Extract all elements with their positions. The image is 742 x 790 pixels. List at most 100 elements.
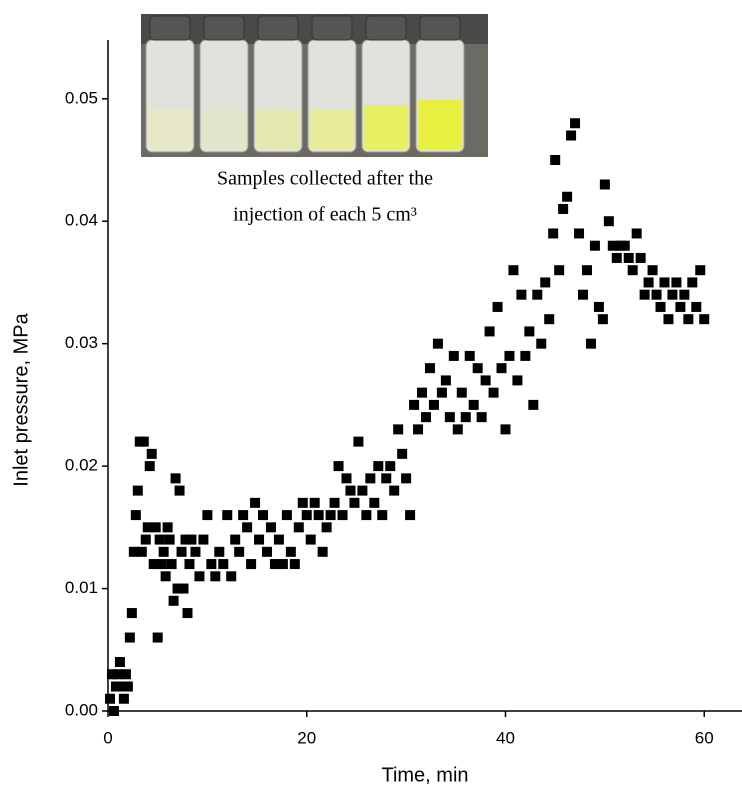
annotation: injection of each 5 cm³ bbox=[233, 204, 417, 226]
point bbox=[269, 559, 280, 570]
point bbox=[281, 510, 292, 521]
point bbox=[536, 338, 547, 349]
point bbox=[663, 314, 674, 325]
point bbox=[611, 252, 622, 263]
point bbox=[687, 277, 698, 288]
point bbox=[639, 289, 650, 300]
point bbox=[186, 534, 197, 545]
point bbox=[148, 559, 159, 570]
point bbox=[206, 559, 217, 570]
point bbox=[172, 583, 183, 594]
point bbox=[574, 228, 585, 239]
point bbox=[548, 228, 559, 239]
point bbox=[218, 559, 229, 570]
x-tick-label: 20 bbox=[297, 728, 316, 747]
point bbox=[158, 546, 169, 557]
point bbox=[699, 314, 710, 325]
point bbox=[440, 375, 451, 386]
point bbox=[436, 387, 447, 398]
point bbox=[544, 314, 555, 325]
point bbox=[156, 559, 167, 570]
point bbox=[118, 693, 129, 704]
point bbox=[484, 326, 495, 337]
y-tick-label: 0.05 bbox=[65, 88, 98, 107]
point bbox=[365, 473, 376, 484]
point bbox=[480, 375, 491, 386]
point bbox=[432, 338, 443, 349]
point bbox=[309, 497, 320, 508]
point bbox=[246, 559, 257, 570]
point bbox=[409, 399, 420, 410]
point bbox=[456, 387, 467, 398]
point bbox=[417, 387, 428, 398]
point bbox=[599, 179, 610, 190]
y-tick-label: 0.00 bbox=[65, 700, 98, 719]
point bbox=[623, 252, 634, 263]
point bbox=[585, 338, 596, 349]
point bbox=[488, 387, 499, 398]
point bbox=[285, 546, 296, 557]
point bbox=[361, 510, 372, 521]
point bbox=[301, 510, 312, 521]
point bbox=[198, 534, 209, 545]
point bbox=[647, 265, 658, 276]
point bbox=[126, 608, 137, 619]
point bbox=[651, 289, 662, 300]
point bbox=[377, 510, 388, 521]
point bbox=[413, 424, 424, 435]
y-tick-label: 0.01 bbox=[65, 578, 98, 597]
point bbox=[581, 265, 592, 276]
point bbox=[667, 289, 678, 300]
point bbox=[464, 350, 475, 361]
point bbox=[341, 473, 352, 484]
point bbox=[345, 485, 356, 496]
point bbox=[130, 510, 141, 521]
point bbox=[472, 363, 483, 374]
x-tick-label: 0 bbox=[103, 728, 112, 747]
point bbox=[261, 546, 272, 557]
point bbox=[578, 289, 589, 300]
point bbox=[691, 301, 702, 312]
point bbox=[176, 546, 187, 557]
point bbox=[112, 669, 123, 680]
point bbox=[293, 522, 304, 533]
point bbox=[152, 632, 163, 643]
point bbox=[655, 301, 666, 312]
point bbox=[230, 534, 241, 545]
x-tick-label: 60 bbox=[695, 728, 714, 747]
point bbox=[500, 424, 511, 435]
point bbox=[671, 277, 682, 288]
point bbox=[558, 203, 569, 214]
point bbox=[424, 363, 435, 374]
point bbox=[124, 632, 135, 643]
point bbox=[607, 240, 618, 251]
point bbox=[504, 350, 515, 361]
y-tick-label: 0.03 bbox=[65, 333, 98, 352]
point bbox=[528, 399, 539, 410]
point bbox=[570, 118, 581, 129]
point bbox=[369, 497, 380, 508]
point bbox=[210, 571, 221, 582]
point bbox=[401, 473, 412, 484]
point bbox=[444, 412, 455, 423]
point bbox=[128, 546, 139, 557]
point bbox=[448, 350, 459, 361]
point bbox=[683, 314, 694, 325]
point bbox=[108, 706, 119, 716]
point bbox=[550, 154, 561, 165]
point bbox=[104, 693, 115, 704]
point bbox=[160, 571, 171, 582]
point bbox=[184, 559, 195, 570]
point bbox=[695, 265, 706, 276]
point bbox=[492, 301, 503, 312]
point bbox=[106, 669, 117, 680]
point bbox=[120, 669, 131, 680]
point bbox=[265, 522, 276, 533]
point bbox=[516, 289, 527, 300]
point bbox=[146, 448, 157, 459]
point bbox=[353, 436, 364, 447]
point bbox=[238, 510, 249, 521]
point bbox=[222, 510, 233, 521]
point bbox=[297, 497, 308, 508]
